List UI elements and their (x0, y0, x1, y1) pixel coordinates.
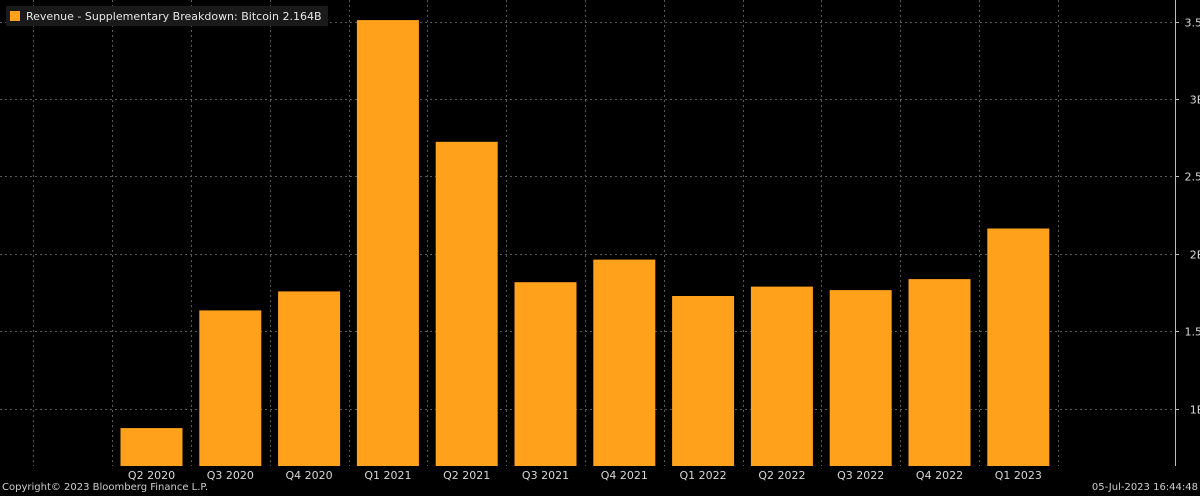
x-tick-label: Q1 2023 (995, 469, 1042, 482)
bar (120, 428, 183, 466)
legend: Revenue - Supplementary Breakdown: Bitco… (6, 6, 328, 26)
x-tick-label: Q1 2021 (364, 469, 411, 482)
bar (199, 310, 262, 466)
x-tick-label: Q4 2021 (601, 469, 648, 482)
y-tick-label: 3.5B (1184, 17, 1200, 30)
timestamp-text: 05-Jul-2023 16:44:48 (1091, 482, 1198, 493)
bar (987, 228, 1050, 466)
x-tick-label: Q2 2020 (128, 469, 175, 482)
legend-last-value: 2.164B (282, 9, 322, 23)
y-tick-label: 3B (1190, 94, 1200, 107)
x-tick-label: Q3 2022 (837, 469, 884, 482)
x-tick-label: Q3 2020 (207, 469, 254, 482)
x-tick-label: Q3 2021 (522, 469, 569, 482)
bar (829, 290, 892, 466)
bar (435, 141, 498, 467)
y-tick-label: 1B (1190, 404, 1200, 417)
bar (750, 286, 813, 466)
y-tick-label: 2B (1190, 249, 1200, 262)
legend-swatch (10, 11, 20, 21)
bar (514, 282, 577, 466)
y-tick-label: 1.5B (1184, 326, 1200, 339)
x-tick-label: Q1 2022 (680, 469, 727, 482)
bar (908, 279, 971, 466)
bar (356, 20, 419, 466)
x-tick-label: Q4 2022 (916, 469, 963, 482)
x-tick-label: Q2 2021 (443, 469, 490, 482)
bar (278, 291, 341, 466)
bar (593, 259, 656, 466)
copyright-text: Copyright© 2023 Bloomberg Finance L.P. (2, 482, 209, 493)
y-tick-label: 2.5B (1184, 171, 1200, 184)
x-tick-label: Q4 2020 (286, 469, 333, 482)
x-tick-label: Q2 2022 (758, 469, 805, 482)
legend-label: Revenue - Supplementary Breakdown: Bitco… (26, 9, 279, 23)
bar (672, 296, 735, 466)
